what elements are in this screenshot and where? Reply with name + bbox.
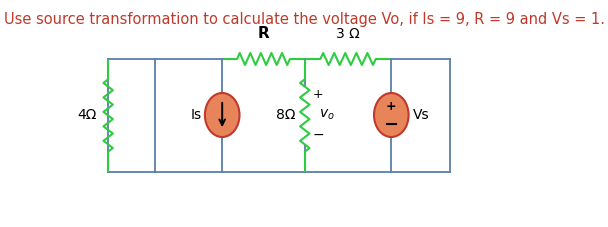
Text: −: − [313,128,324,142]
Text: +: + [386,101,396,114]
Text: Use source transformation to calculate the voltage Vo, if Is = 9, R = 9 and Vs =: Use source transformation to calculate t… [4,12,604,27]
Text: +: + [313,89,323,101]
Text: 4Ω: 4Ω [78,108,97,122]
Text: 3 Ω: 3 Ω [336,27,360,41]
Circle shape [374,93,409,137]
Text: $v_o$: $v_o$ [319,108,334,122]
Text: R: R [258,26,269,41]
Text: Is: Is [191,108,202,122]
Text: Vs: Vs [413,108,429,122]
Circle shape [205,93,240,137]
Text: 8Ω: 8Ω [276,108,295,122]
